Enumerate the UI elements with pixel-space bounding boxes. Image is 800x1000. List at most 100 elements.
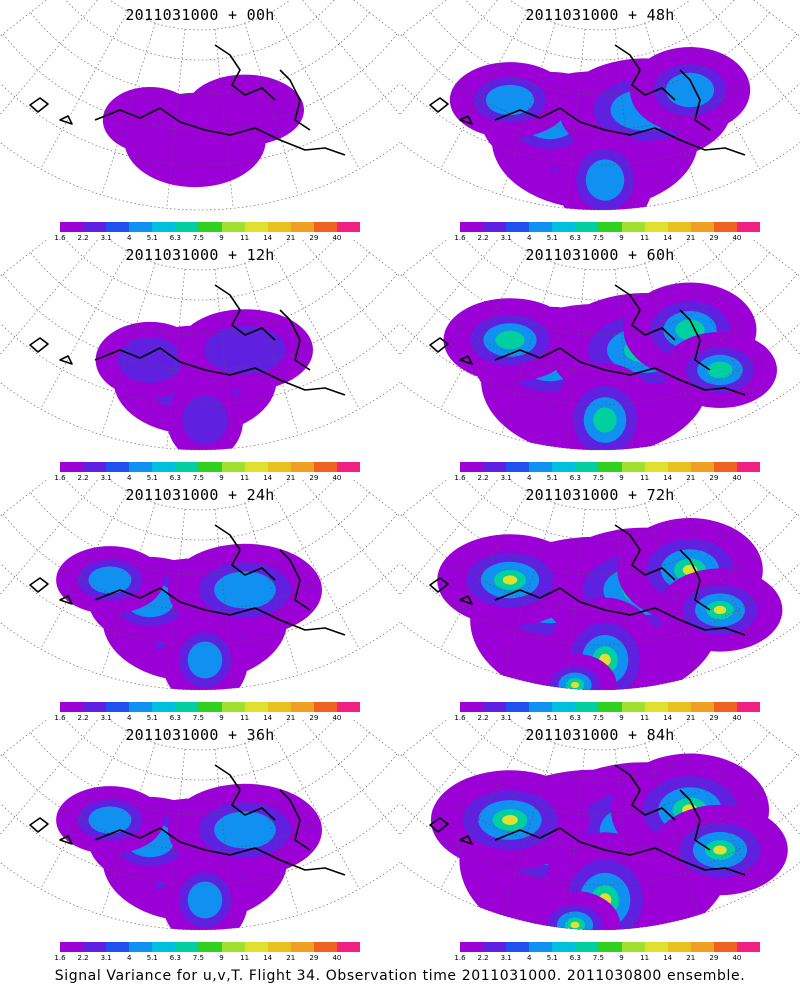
latitude-line <box>65 240 335 301</box>
colorbar-swatch <box>106 942 130 952</box>
colorbar-tick-label: 2.2 <box>477 234 489 242</box>
colorbar-swatch <box>644 462 668 472</box>
colorbar-tick-label: 2.2 <box>477 474 489 482</box>
variance-contour <box>495 330 525 350</box>
latitude-line <box>30 492 370 576</box>
colorbar-tick-label: 9 <box>619 474 624 482</box>
colorbar-tick-label: 11 <box>240 234 250 242</box>
variance-field <box>437 518 783 690</box>
coastline <box>614 284 676 341</box>
colorbar-tick-label: 2.2 <box>77 714 89 722</box>
colorbar-swatch <box>736 222 761 232</box>
colorbar-swatch <box>198 462 222 472</box>
colorbar-swatch <box>244 222 268 232</box>
variance-contour <box>502 575 518 585</box>
map-plot <box>400 240 800 451</box>
colorbar-swatch <box>152 702 176 712</box>
colorbar-tick-label: 21 <box>686 714 696 722</box>
colorbar-tick-label: 11 <box>240 714 250 722</box>
colorbar-swatch <box>290 942 314 952</box>
colorbar-swatch <box>506 222 530 232</box>
colorbar-swatch <box>106 702 130 712</box>
colorbar-tick-label: 11 <box>240 954 250 962</box>
colorbar-swatch <box>644 222 668 232</box>
colorbar-tick-label: 3.1 <box>100 714 112 722</box>
map-boundary <box>0 240 400 451</box>
colorbar-tick-label: 21 <box>286 954 296 962</box>
coastline <box>429 97 473 125</box>
graticule <box>0 480 400 691</box>
colorbar-swatch <box>529 462 553 472</box>
colorbar-swatch <box>198 222 222 232</box>
latitude-line <box>400 82 800 166</box>
latitude-line <box>430 732 770 816</box>
colorbar-swatch <box>336 942 361 952</box>
colorbar-tick-label: 11 <box>640 474 650 482</box>
variance-contour <box>117 337 183 383</box>
colorbar-swatch <box>667 222 691 232</box>
coastline <box>279 789 311 851</box>
colorbar-swatch <box>313 222 337 232</box>
panel-title: 2011031000 + 60h <box>525 246 675 264</box>
colorbar-swatch <box>221 462 245 472</box>
variance-field <box>56 783 322 930</box>
colorbar-tick-label: 2.2 <box>77 474 89 482</box>
colorbar-labels: 1.6 2.2 3.1 4 5.1 6.3 7.5 9 11 14 21 29 40 <box>54 714 360 724</box>
colorbar-labels: 1.6 2.2 3.1 4 5.1 6.3 7.5 9 11 14 21 29 40 <box>54 234 360 244</box>
colorbar-tick-label: 5.1 <box>146 234 158 242</box>
colorbar-tick-label: 9 <box>619 954 624 962</box>
colorbar-swatch <box>552 222 576 232</box>
colorbar-tick-label: 5.1 <box>146 714 158 722</box>
coastline <box>29 577 73 605</box>
colorbar-tick-label: 21 <box>286 474 296 482</box>
coastlines <box>29 44 346 156</box>
colorbar-tick-label: 5.1 <box>546 954 558 962</box>
colorbar-swatch <box>644 702 668 712</box>
graticule <box>400 240 800 451</box>
colorbar-swatch <box>460 462 484 472</box>
colorbar-tick-label: 5.1 <box>546 234 558 242</box>
colorbar-tick-label: 7.5 <box>592 474 605 482</box>
variance-contour <box>713 605 727 615</box>
latitude-line <box>0 562 400 646</box>
latitude-line <box>30 12 370 96</box>
colorbar-tick-label: 14 <box>663 714 673 722</box>
colorbar-tick-label: 2.2 <box>477 954 489 962</box>
latitude-line <box>400 562 800 646</box>
colorbar-tick-label: 9 <box>219 234 224 242</box>
variance-contour <box>502 815 518 825</box>
coastline <box>494 347 746 396</box>
coastline <box>279 309 311 371</box>
colorbar-tick-label: 4 <box>126 714 132 722</box>
colorbar-tick-label: 3.1 <box>500 474 512 482</box>
coastline <box>614 764 676 821</box>
colorbar-swatch <box>267 942 291 952</box>
variance-field <box>95 309 313 450</box>
colorbar-tick-label: 6.3 <box>169 234 181 242</box>
panel-title: 2011031000 + 48h <box>525 6 675 24</box>
coastline <box>214 524 276 581</box>
graticule <box>0 240 400 451</box>
coastline <box>94 827 346 876</box>
colorbar-tick-label: 7.5 <box>192 954 205 962</box>
variance-contour <box>187 881 223 919</box>
map-boundary <box>0 720 400 931</box>
colorbar-swatch <box>644 942 668 952</box>
variance-contour <box>214 811 276 849</box>
colorbar-swatch <box>267 702 291 712</box>
coastline <box>429 577 473 605</box>
colorbar-swatch <box>60 702 84 712</box>
coastline <box>679 69 711 131</box>
colorbar-tick-label: 6.3 <box>569 714 581 722</box>
latitude-line <box>400 802 800 886</box>
colorbar-swatch <box>529 702 553 712</box>
colorbar-swatch <box>290 222 314 232</box>
colorbar-swatch <box>290 462 314 472</box>
colorbar-tick-label: 5.1 <box>546 714 558 722</box>
map-boundary <box>400 0 800 211</box>
colorbar-swatch <box>529 942 553 952</box>
colorbar-swatch <box>690 702 714 712</box>
colorbar-tick-label: 9 <box>219 714 224 722</box>
map-plot <box>0 720 400 931</box>
coastlines <box>29 524 346 636</box>
